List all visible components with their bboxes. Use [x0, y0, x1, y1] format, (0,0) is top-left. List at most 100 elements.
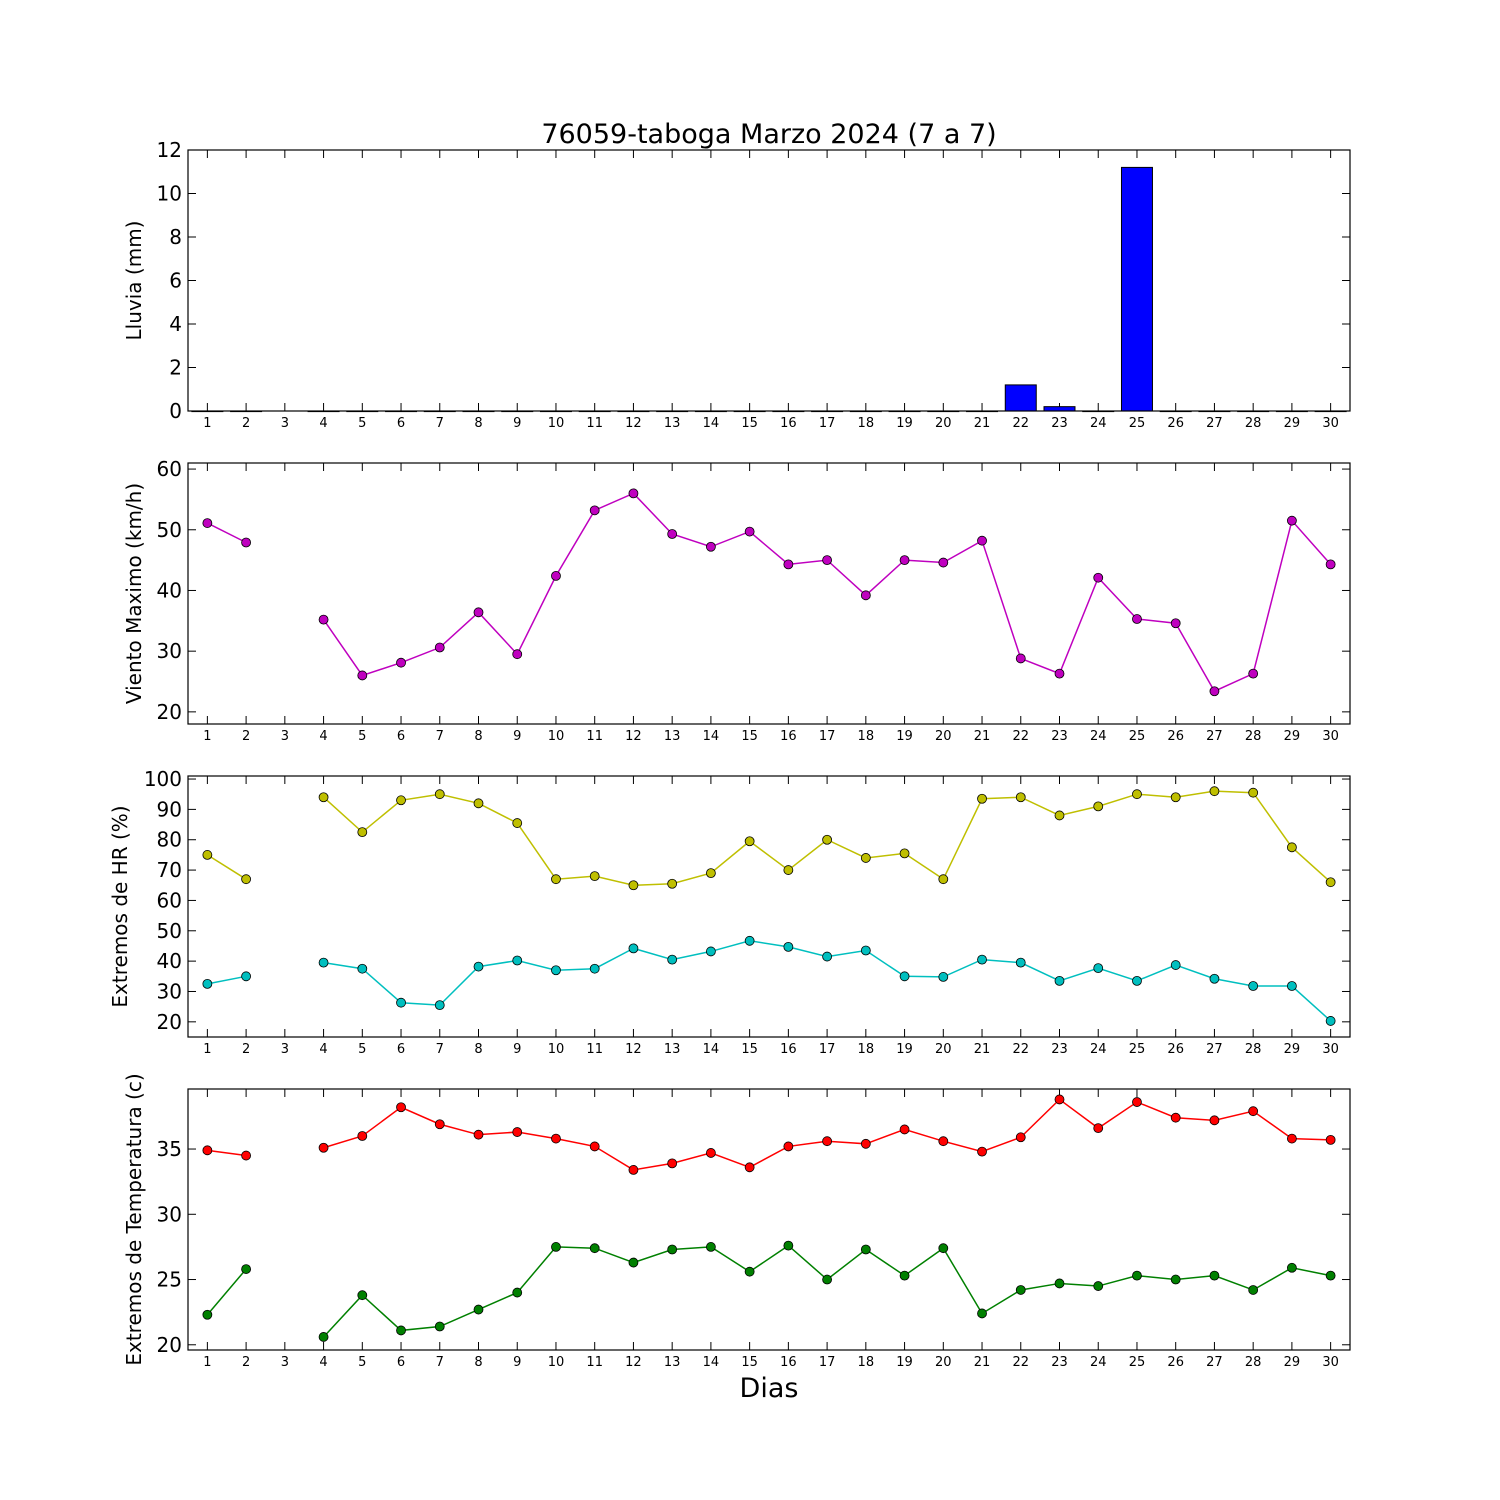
- x-tick-label: 5: [358, 416, 366, 431]
- data-point: [822, 555, 832, 566]
- x-tick-label: 28: [1245, 1355, 1262, 1370]
- data-point: [1325, 1134, 1336, 1145]
- x-tick-label: 2: [242, 416, 250, 431]
- data-point: [589, 1141, 600, 1152]
- x-tick-label: 15: [741, 729, 758, 744]
- data-point: [318, 957, 329, 968]
- x-tick-label: 5: [358, 729, 366, 744]
- data-point: [357, 827, 368, 838]
- x-tick-label: 3: [281, 1042, 289, 1057]
- x-tick-label: 2: [242, 729, 250, 744]
- x-tick-label: 6: [397, 1042, 405, 1057]
- y-tick-label: 50: [157, 518, 182, 542]
- data-point: [1170, 1112, 1181, 1123]
- data-point: [202, 1309, 213, 1320]
- y-tick-label: 60: [157, 888, 182, 912]
- x-tick-label: 7: [436, 416, 444, 431]
- data-point: [434, 642, 445, 653]
- x-tick-label: 9: [513, 1042, 521, 1057]
- x-tick-label: 6: [397, 416, 405, 431]
- data-point: [473, 1129, 484, 1140]
- data-point: [1093, 963, 1104, 974]
- x-tick-label: 11: [586, 416, 603, 431]
- x-tick-label: 27: [1206, 1355, 1223, 1370]
- x-tick-label: 13: [664, 1355, 681, 1370]
- data-point: [1248, 787, 1259, 798]
- x-tick-label: 24: [1090, 1042, 1107, 1057]
- data-point: [977, 535, 987, 546]
- x-tick-label: 17: [819, 1042, 836, 1057]
- x-tick-label: 27: [1206, 1042, 1223, 1057]
- x-tick-label: 4: [319, 1355, 327, 1370]
- x-tick-label: 23: [1051, 1042, 1068, 1057]
- x-axis-label: Dias: [740, 1373, 799, 1404]
- x-tick-label: 8: [474, 416, 482, 431]
- x-tick-label: 26: [1167, 1355, 1184, 1370]
- y-tick-label: 30: [157, 639, 182, 663]
- y-tick-label: 50: [157, 919, 182, 943]
- x-tick-label: 6: [397, 729, 405, 744]
- x-tick-label: 20: [935, 1042, 952, 1057]
- x-tick-label: 10: [548, 1355, 565, 1370]
- y-tick-label: 6: [169, 269, 182, 293]
- bar: [1004, 384, 1037, 412]
- x-tick-label: 16: [780, 1355, 797, 1370]
- x-tick-label: 13: [664, 729, 681, 744]
- data-point: [241, 537, 252, 548]
- x-tick-label: 26: [1167, 416, 1184, 431]
- data-point: [434, 789, 445, 800]
- x-tick-label: 20: [935, 729, 952, 744]
- data-point: [1093, 572, 1104, 583]
- data-point: [512, 818, 523, 828]
- x-tick-label: 4: [319, 729, 327, 744]
- data-point: [473, 798, 484, 809]
- data-point: [551, 1242, 561, 1252]
- data-point: [744, 526, 755, 537]
- data-point: [202, 518, 213, 528]
- x-tick-label: 20: [935, 1355, 952, 1370]
- x-tick-label: 8: [474, 1355, 482, 1370]
- x-tick-label: 12: [625, 1042, 642, 1057]
- y-tick-label: 10: [157, 182, 182, 206]
- data-point: [1093, 1281, 1104, 1291]
- data-point: [1132, 614, 1142, 624]
- x-tick-label: 25: [1129, 1355, 1146, 1370]
- data-point: [1209, 786, 1220, 797]
- data-point: [822, 1274, 832, 1285]
- x-tick-label: 17: [819, 729, 836, 744]
- data-point: [667, 1244, 678, 1255]
- data-point: [1054, 1278, 1065, 1289]
- data-point: [1209, 973, 1220, 984]
- data-point: [783, 865, 794, 875]
- x-tick-label: 14: [703, 1355, 720, 1370]
- x-tick-label: 12: [625, 416, 642, 431]
- data-point: [1132, 789, 1142, 800]
- y-tick-label: 20: [157, 700, 182, 724]
- data-point: [706, 1148, 716, 1158]
- x-tick-label: 23: [1051, 1355, 1068, 1370]
- x-tick-label: 21: [974, 729, 991, 744]
- x-tick-label: 22: [1012, 1042, 1029, 1057]
- data-point: [1325, 877, 1336, 888]
- data-point: [1248, 981, 1259, 991]
- plot-frame: [187, 1088, 1351, 1351]
- y-tick-label: 30: [157, 979, 182, 1003]
- x-tick-label: 23: [1051, 416, 1068, 431]
- plot-frame: [187, 775, 1351, 1038]
- data-point: [1170, 792, 1181, 803]
- x-tick-label: 25: [1129, 416, 1146, 431]
- x-tick-label: 7: [436, 1042, 444, 1057]
- data-point: [1054, 1094, 1065, 1105]
- x-tick-label: 12: [625, 1355, 642, 1370]
- data-point: [860, 1244, 871, 1255]
- data-point: [473, 961, 484, 972]
- data-point: [706, 1242, 716, 1252]
- data-point: [1015, 792, 1026, 803]
- data-point: [899, 1124, 910, 1135]
- data-point: [1248, 668, 1259, 679]
- x-tick-label: 10: [548, 1042, 565, 1057]
